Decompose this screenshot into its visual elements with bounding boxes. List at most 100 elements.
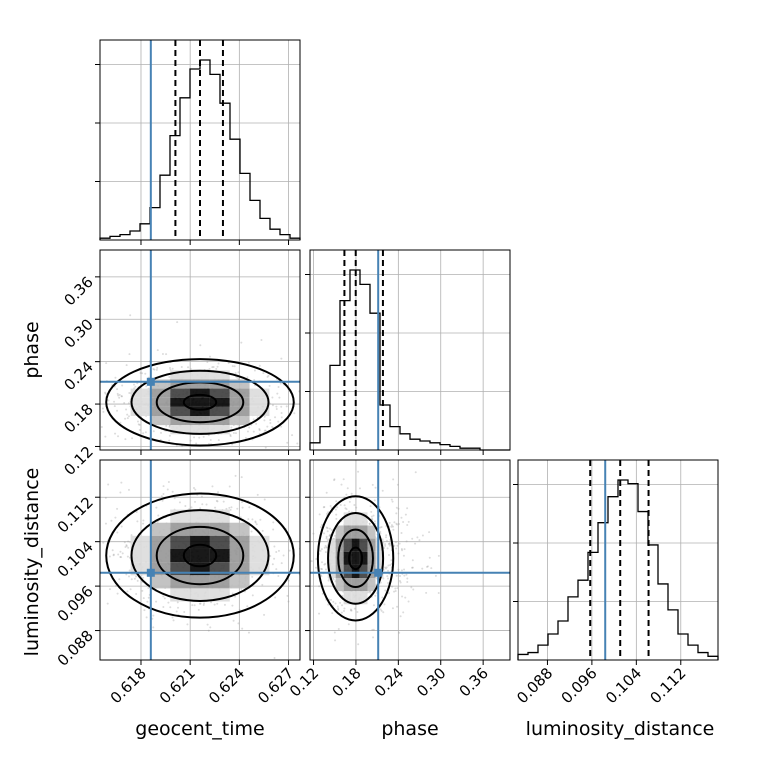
- sample-point: [324, 545, 327, 548]
- sample-point: [167, 480, 170, 483]
- sample-point: [247, 361, 250, 364]
- sample-point: [280, 405, 283, 408]
- sample-point: [268, 384, 271, 387]
- sample-point: [329, 598, 332, 601]
- xtick-label-phase: 0.36: [456, 664, 492, 700]
- sample-point: [327, 603, 330, 606]
- sample-point: [280, 425, 283, 428]
- sample-point: [385, 566, 388, 569]
- density-cell: [351, 551, 360, 565]
- sample-point: [335, 500, 338, 503]
- sample-point: [162, 493, 165, 496]
- density-cell: [327, 564, 336, 579]
- sample-point: [128, 569, 131, 572]
- sample-point: [162, 485, 165, 488]
- sample-point: [261, 529, 264, 532]
- sample-point: [200, 495, 203, 498]
- panel-frame: [309, 249, 511, 451]
- sample-point: [275, 568, 278, 571]
- sample-point: [232, 431, 235, 434]
- sample-point: [117, 394, 120, 397]
- sample-point: [178, 501, 181, 504]
- panel-frame: [99, 459, 301, 661]
- sample-point: [202, 435, 205, 438]
- sample-point: [263, 498, 266, 501]
- sample-point: [406, 581, 409, 584]
- sample-point: [275, 550, 278, 553]
- sample-point: [163, 597, 166, 600]
- sample-point: [396, 605, 399, 608]
- sample-point: [385, 539, 388, 542]
- sample-point: [341, 604, 344, 607]
- sample-point: [197, 608, 200, 611]
- sample-point: [211, 366, 214, 369]
- sample-point: [314, 566, 317, 569]
- sample-point: [398, 580, 401, 583]
- ytick-label-luminosity-distance: 0.088: [54, 627, 97, 670]
- sample-point: [193, 436, 196, 439]
- sample-point: [371, 483, 374, 486]
- sample-point: [105, 362, 108, 365]
- sample-point: [229, 435, 232, 438]
- density-cell: [190, 575, 210, 589]
- sample-point: [357, 470, 360, 473]
- sample-point: [213, 603, 216, 606]
- density-cell: [209, 548, 230, 563]
- sample-point: [131, 437, 134, 440]
- sample-point: [134, 385, 137, 388]
- sample-point: [374, 594, 377, 597]
- xtick-label-luminosity-distance: 0.096: [558, 664, 601, 707]
- sample-point: [247, 518, 250, 521]
- panel-frame: [517, 459, 719, 661]
- sample-point: [151, 617, 154, 620]
- sample-point: [199, 602, 202, 605]
- sample-point: [391, 607, 394, 610]
- sample-point: [349, 608, 352, 611]
- panel-2d-phase-vs-geocent-time: [17, 249, 301, 455]
- sample-point: [168, 367, 171, 370]
- ytick-label-luminosity-distance: 0.104: [54, 538, 97, 581]
- sample-point: [280, 562, 283, 565]
- sample-point: [356, 611, 359, 614]
- histogram-phase: [309, 269, 510, 451]
- sample-point: [330, 529, 333, 532]
- sample-point: [227, 361, 230, 364]
- sample-point: [326, 530, 329, 533]
- sample-point: [345, 508, 348, 511]
- truth-marker: [146, 377, 155, 386]
- ylabel-phase: phase: [21, 321, 43, 378]
- xtick-label-luminosity-distance: 0.112: [647, 664, 690, 707]
- sample-point: [258, 364, 261, 367]
- sample-point: [17, 411, 19, 413]
- sample-point: [430, 567, 433, 570]
- xlabel-phase: phase: [381, 718, 438, 740]
- sample-point: [261, 583, 264, 586]
- sample-point: [190, 506, 193, 509]
- sample-point: [156, 366, 159, 369]
- sample-point: [147, 596, 150, 599]
- density-cell: [190, 415, 210, 426]
- sample-point: [116, 392, 119, 395]
- sample-point: [285, 405, 288, 408]
- sample-point: [348, 500, 351, 503]
- sample-point: [201, 503, 204, 506]
- sample-point: [395, 522, 398, 525]
- sample-point: [332, 578, 335, 581]
- sample-point: [324, 551, 327, 554]
- density-cell: [351, 578, 360, 592]
- sample-point: [206, 623, 209, 626]
- density-cell: [343, 512, 352, 526]
- sample-point: [302, 517, 304, 519]
- sample-point: [384, 566, 387, 569]
- sample-point: [382, 611, 385, 614]
- sample-point: [167, 601, 170, 604]
- sample-point: [345, 493, 348, 496]
- sample-point: [350, 609, 353, 612]
- sample-point: [414, 471, 417, 474]
- sample-point: [160, 431, 163, 434]
- xtick-label-luminosity-distance: 0.104: [602, 664, 645, 707]
- sample-point: [123, 402, 126, 405]
- sample-point: [165, 353, 168, 356]
- sample-point: [384, 536, 387, 539]
- sample-point: [395, 574, 398, 577]
